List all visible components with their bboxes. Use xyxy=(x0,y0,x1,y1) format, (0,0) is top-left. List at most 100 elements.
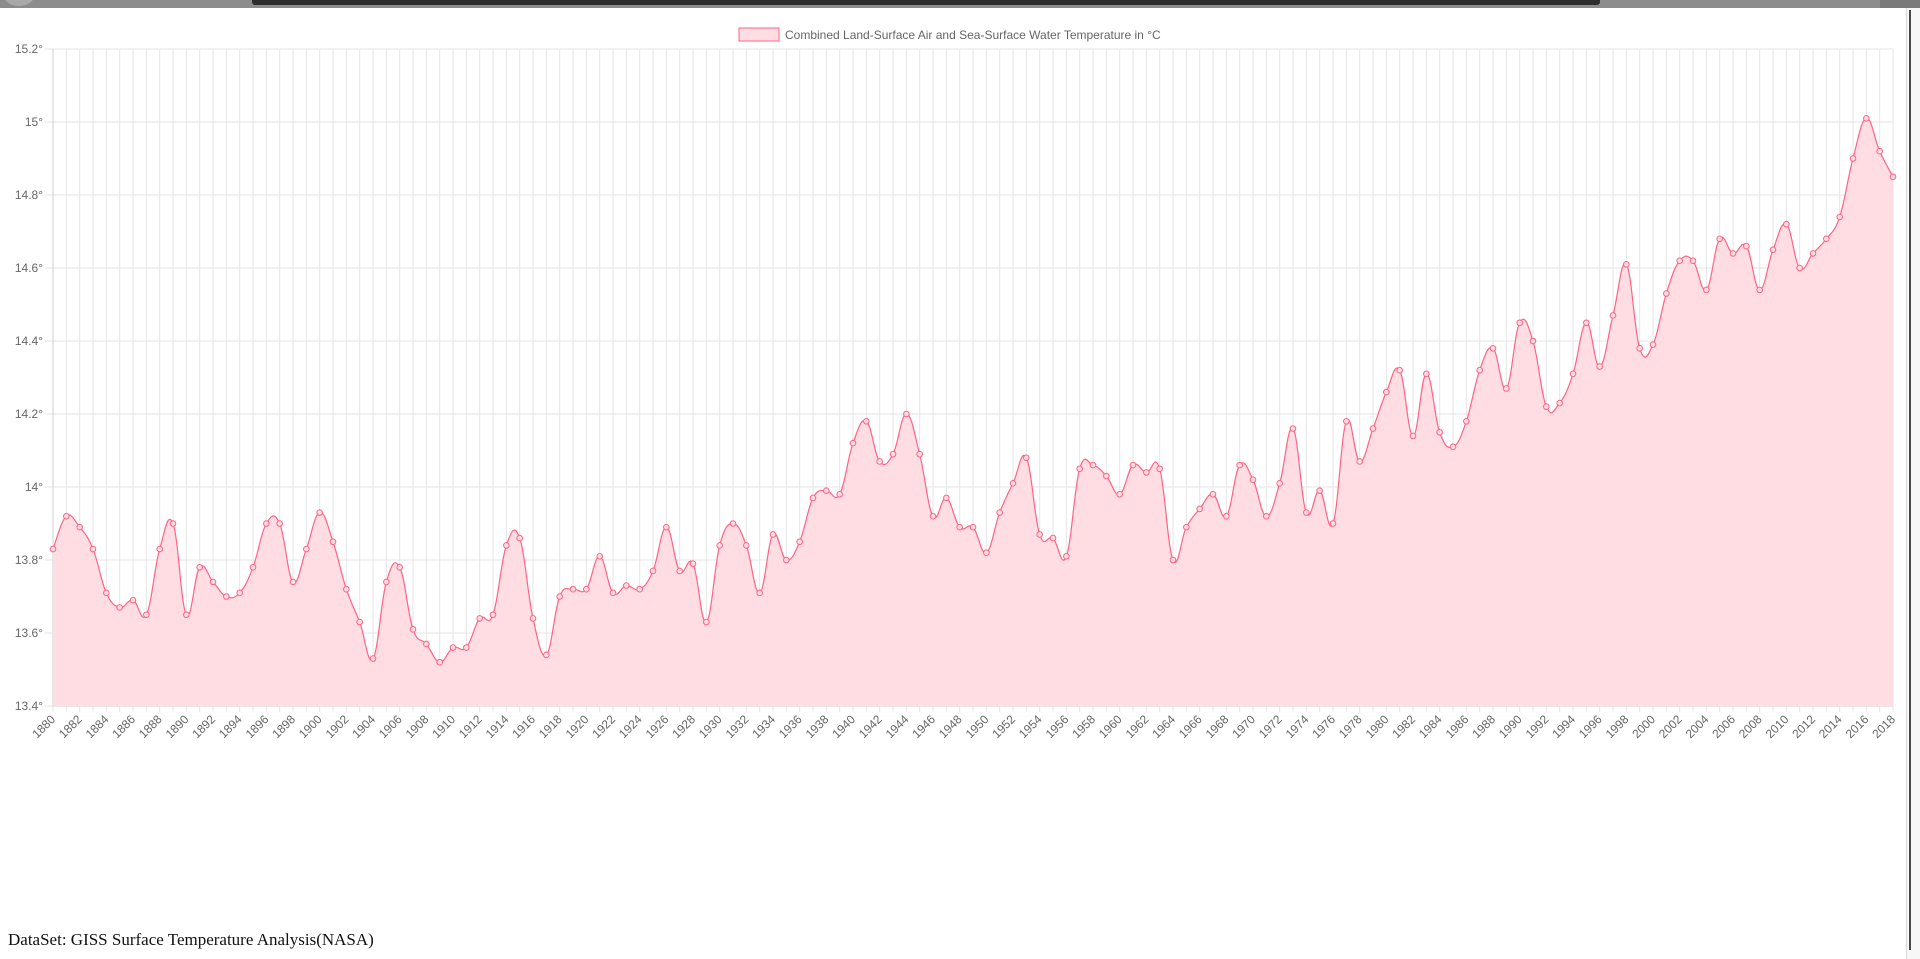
data-point[interactable] xyxy=(1063,553,1070,560)
data-point[interactable] xyxy=(369,655,377,662)
data-point[interactable] xyxy=(636,585,643,593)
data-point[interactable] xyxy=(49,545,57,553)
data-point[interactable] xyxy=(876,458,883,465)
data-point[interactable] xyxy=(863,418,870,425)
data-point[interactable] xyxy=(1836,213,1843,221)
data-point[interactable] xyxy=(103,589,110,597)
data-point[interactable] xyxy=(156,545,163,553)
data-point[interactable] xyxy=(1276,480,1283,487)
data-point[interactable] xyxy=(529,615,537,622)
data-point[interactable] xyxy=(1703,286,1710,294)
data-point[interactable] xyxy=(929,512,937,520)
data-point[interactable] xyxy=(956,523,963,531)
data-point[interactable] xyxy=(783,556,790,564)
data-point[interactable] xyxy=(1329,520,1337,527)
data-point[interactable] xyxy=(1409,432,1417,440)
data-point[interactable] xyxy=(889,450,897,458)
data-point[interactable] xyxy=(89,545,97,553)
data-point[interactable] xyxy=(76,523,83,531)
data-point[interactable] xyxy=(983,549,990,557)
data-point[interactable] xyxy=(183,611,190,619)
vertical-scrollbar-thumb[interactable] xyxy=(1909,10,1911,950)
data-point[interactable] xyxy=(1143,469,1150,476)
data-point[interactable] xyxy=(1489,345,1497,352)
data-point[interactable] xyxy=(1023,454,1030,462)
data-point[interactable] xyxy=(1849,155,1857,162)
data-point[interactable] xyxy=(996,509,1003,516)
data-point[interactable] xyxy=(689,560,697,567)
data-point[interactable] xyxy=(1036,531,1043,538)
data-point[interactable] xyxy=(729,520,737,527)
data-point[interactable] xyxy=(1263,512,1270,520)
data-point[interactable] xyxy=(809,494,817,502)
data-point[interactable] xyxy=(489,611,497,619)
data-point[interactable] xyxy=(1569,370,1577,378)
data-point[interactable] xyxy=(1183,523,1190,531)
data-point[interactable] xyxy=(1129,461,1137,469)
data-point[interactable] xyxy=(1196,505,1203,513)
data-point[interactable] xyxy=(316,509,323,516)
data-point[interactable] xyxy=(969,523,977,531)
data-point[interactable] xyxy=(169,520,177,527)
data-point[interactable] xyxy=(1169,556,1177,564)
data-point[interactable] xyxy=(1623,261,1630,268)
data-point[interactable] xyxy=(543,651,550,659)
data-point[interactable] xyxy=(756,589,763,597)
data-point[interactable] xyxy=(1369,425,1377,432)
data-point[interactable] xyxy=(1503,385,1510,392)
data-point[interactable] xyxy=(1383,388,1390,396)
data-point[interactable] xyxy=(676,567,683,575)
data-point[interactable] xyxy=(1596,363,1603,370)
data-point[interactable] xyxy=(263,520,270,527)
data-point[interactable] xyxy=(943,494,950,502)
data-point[interactable] xyxy=(1583,319,1590,327)
data-point[interactable] xyxy=(436,658,443,666)
data-point[interactable] xyxy=(409,626,417,633)
data-point[interactable] xyxy=(383,578,390,586)
data-point[interactable] xyxy=(303,545,310,553)
data-point[interactable] xyxy=(1796,264,1803,272)
legend[interactable]: Combined Land-Surface Air and Sea-Surfac… xyxy=(738,27,1161,42)
data-point[interactable] xyxy=(663,523,670,531)
data-point[interactable] xyxy=(1823,235,1830,243)
data-point[interactable] xyxy=(1863,115,1870,122)
data-point[interactable] xyxy=(1756,286,1763,294)
data-point[interactable] xyxy=(1529,337,1537,345)
data-point[interactable] xyxy=(1663,290,1670,297)
data-point[interactable] xyxy=(1729,250,1737,257)
data-point[interactable] xyxy=(236,589,243,597)
data-point[interactable] xyxy=(583,585,590,593)
data-point[interactable] xyxy=(343,585,350,593)
data-point[interactable] xyxy=(1156,465,1163,473)
data-point[interactable] xyxy=(1049,534,1057,542)
data-point[interactable] xyxy=(1809,250,1817,257)
data-point[interactable] xyxy=(903,410,910,418)
data-point[interactable] xyxy=(289,578,297,586)
data-point[interactable] xyxy=(1343,418,1350,425)
data-point[interactable] xyxy=(1556,399,1563,407)
data-point[interactable] xyxy=(716,542,723,549)
data-point[interactable] xyxy=(1769,246,1777,254)
legend-swatch[interactable] xyxy=(738,27,780,42)
data-point[interactable] xyxy=(1116,491,1123,498)
data-point[interactable] xyxy=(463,644,470,651)
data-point[interactable] xyxy=(849,439,857,447)
data-point[interactable] xyxy=(1249,476,1257,484)
data-point[interactable] xyxy=(1743,242,1750,250)
data-point[interactable] xyxy=(1103,472,1110,480)
data-point[interactable] xyxy=(703,618,710,626)
data-point[interactable] xyxy=(1236,461,1243,469)
data-point[interactable] xyxy=(63,512,70,520)
data-point[interactable] xyxy=(276,520,283,527)
data-point[interactable] xyxy=(1089,461,1097,469)
data-point[interactable] xyxy=(503,542,510,549)
data-point[interactable] xyxy=(596,553,603,560)
data-point[interactable] xyxy=(836,491,843,498)
data-point[interactable] xyxy=(209,578,217,586)
data-point[interactable] xyxy=(1436,428,1443,436)
data-point[interactable] xyxy=(623,582,630,589)
data-point[interactable] xyxy=(823,487,830,494)
horizontal-scrollbar[interactable] xyxy=(252,0,1600,5)
data-point[interactable] xyxy=(356,618,363,626)
data-point[interactable] xyxy=(1463,418,1470,425)
